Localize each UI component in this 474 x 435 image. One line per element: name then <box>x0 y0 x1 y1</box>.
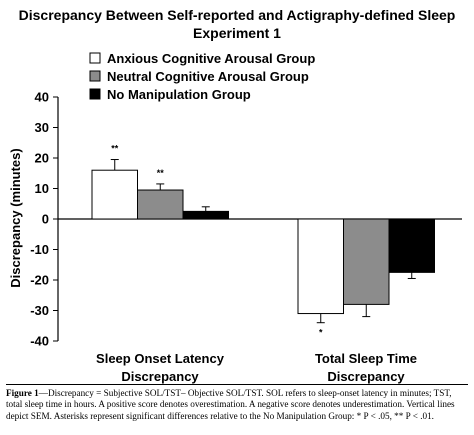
y-tick-label: 30 <box>35 120 49 135</box>
category-label: Discrepancy <box>121 369 199 384</box>
bar <box>297 218 344 315</box>
y-tick-label: -10 <box>30 242 49 257</box>
chart-title-line-1: Discrepancy Between Self-reported and Ac… <box>19 7 456 23</box>
legend-label: Anxious Cognitive Arousal Group <box>107 51 315 66</box>
y-tick-label: 10 <box>35 181 49 196</box>
chart-title-line-2: Experiment 1 <box>193 25 281 41</box>
y-tick-label: -30 <box>30 303 49 318</box>
y-tick-label: -40 <box>30 334 49 349</box>
bar <box>91 169 138 220</box>
significance-marker: * <box>319 328 323 338</box>
significance-marker: ** <box>157 168 165 178</box>
category-labels: Sleep Onset Latency Discrepancy Total Slee… <box>96 351 417 384</box>
y-tick-label: 40 <box>35 90 49 105</box>
bar <box>388 218 435 273</box>
legend-label: Neutral Cognitive Arousal Group <box>107 69 309 84</box>
discrepancy-bar-chart: Discrepancy Between Self-reported and Ac… <box>8 7 462 384</box>
legend-swatch <box>89 52 101 64</box>
bar <box>343 218 390 305</box>
category-label: Total Sleep Time <box>315 351 417 366</box>
y-tick-label: 0 <box>42 212 49 227</box>
legend-label: No Manipulation Group <box>107 87 251 102</box>
legend-swatch <box>89 70 101 82</box>
bar <box>182 210 229 220</box>
y-axis-label: Discrepancy (minutes) <box>8 148 23 287</box>
figure-caption: Figure 1—Discrepancy = Subjective SOL/TS… <box>6 384 468 422</box>
caption-text: —Discrepancy = Subjective SOL/TST– Objec… <box>6 388 455 421</box>
legend-swatch <box>89 88 101 100</box>
bar <box>137 189 184 220</box>
category-label: Discrepancy <box>327 369 405 384</box>
y-tick-label: -20 <box>30 273 49 288</box>
y-tick-label: 20 <box>35 151 49 166</box>
caption-lead: Figure 1 <box>6 388 39 398</box>
chart-bars: ***** <box>91 144 435 338</box>
chart-legend: Anxious Cognitive Arousal Group Neutral C… <box>89 51 315 102</box>
category-label: Sleep Onset Latency <box>96 351 225 366</box>
significance-marker: ** <box>111 144 119 154</box>
